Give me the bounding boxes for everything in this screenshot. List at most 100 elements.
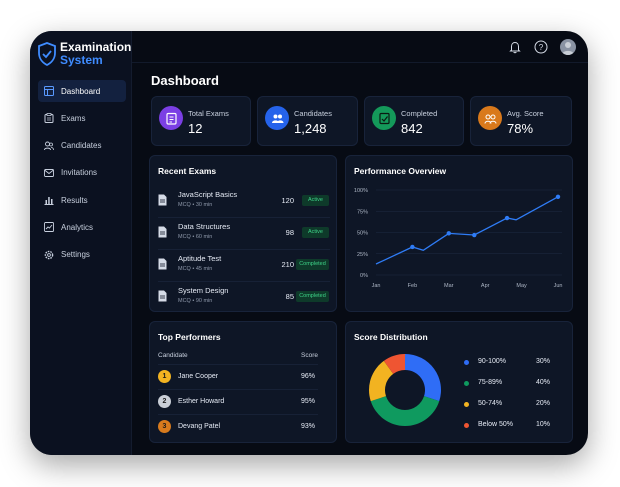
sidebar-item-exams[interactable]: Exams	[38, 107, 126, 129]
dashboard-icon	[44, 86, 54, 96]
y-tick-label: 0%	[360, 273, 368, 279]
top-performers-panel: Top Performers Candidate Score 1 Jane Co…	[149, 321, 337, 443]
sidebar-item-label: Settings	[61, 250, 90, 260]
exam-meta: MCQ • 90 min	[178, 298, 213, 304]
data-point	[555, 194, 561, 199]
stat-card-avg-score[interactable]: Avg. Score 78%	[470, 96, 572, 146]
score-distribution-panel: Score Distribution 90-100% 30% 75-89% 40…	[345, 321, 573, 443]
divider	[158, 364, 318, 365]
sidebar-nav: Dashboard Exams Candidates Invitations R…	[38, 80, 126, 271]
table-row[interactable]: 3 Devang Patel 93%	[158, 415, 318, 439]
document-icon	[158, 289, 167, 302]
panel-title: Performance Overview	[354, 166, 447, 176]
legend-value: 30%	[536, 358, 551, 365]
sidebar-item-label: Dashboard	[61, 86, 101, 96]
top-bar: ?	[132, 31, 588, 63]
users-icon	[265, 106, 289, 130]
clipboard-icon	[44, 113, 54, 124]
column-header-candidate: Candidate	[158, 352, 188, 359]
x-tick-label: Jan	[372, 283, 381, 289]
exam-meta: MCQ • 30 min	[178, 202, 213, 208]
stat-value: 12	[188, 121, 203, 136]
legend-value: 40%	[536, 379, 551, 386]
sidebar-item-invitations[interactable]: Invitations	[38, 162, 126, 184]
x-tick-label: May	[516, 283, 527, 289]
legend-value: 20%	[536, 400, 551, 407]
sidebar-item-candidates[interactable]: Candidates	[38, 135, 126, 157]
legend-dot	[464, 360, 469, 365]
legend-item: 50-74% 20%	[464, 399, 554, 411]
rank-badge: 2	[158, 395, 171, 408]
exam-meta: MCQ • 60 min	[178, 234, 213, 240]
exam-count: 210	[281, 260, 294, 269]
page-title: Dashboard	[151, 73, 219, 88]
sidebar-item-label: Results	[61, 195, 88, 205]
sidebar-item-label: Exams	[61, 113, 86, 123]
donut-slice	[370, 396, 440, 426]
status-badge: Active	[302, 227, 329, 238]
legend-label: 50-74%	[478, 400, 503, 407]
exam-name: System Design	[178, 286, 229, 295]
legend-item: Below 50% 10%	[464, 420, 554, 432]
app-logo: Examination System	[38, 41, 131, 67]
exam-count: 120	[281, 196, 294, 205]
donut-slice	[369, 360, 394, 402]
rank-badge: 3	[158, 420, 171, 433]
document-icon	[158, 193, 167, 206]
list-item[interactable]: System Design MCQ • 90 min 85 Completed	[158, 282, 330, 312]
performance-line-chart: 100% 75% 50% 25% 0% Jan Feb Mar Apr May Jun	[354, 188, 563, 289]
bell-icon[interactable]	[508, 40, 522, 54]
stat-label: Total Exams	[188, 109, 229, 118]
status-badge: Active	[302, 195, 329, 206]
recent-exams-panel: Recent Exams JavaScript Basics MCQ • 30 …	[149, 155, 337, 312]
sidebar-item-analytics[interactable]: Analytics	[38, 216, 126, 238]
divider	[158, 281, 330, 282]
app-title-line2: System	[60, 53, 103, 67]
exam-name: JavaScript Basics	[178, 190, 238, 199]
analytics-icon	[44, 222, 54, 233]
y-tick-label: 25%	[357, 252, 368, 258]
sidebar-item-dashboard[interactable]: Dashboard	[38, 80, 126, 102]
avatar[interactable]	[560, 39, 576, 55]
data-point	[410, 244, 415, 250]
exam-meta: MCQ • 45 min	[178, 266, 213, 272]
data-point	[504, 215, 510, 221]
stat-label: Completed	[401, 109, 438, 118]
shield-check-icon	[38, 42, 56, 66]
panel-title: Top Performers	[158, 332, 221, 342]
table-row[interactable]: 2 Esther Howard 95%	[158, 390, 318, 414]
donut-slice	[383, 354, 405, 374]
list-item[interactable]: JavaScript Basics MCQ • 30 min 120 Activ…	[158, 186, 330, 216]
legend-dot	[464, 423, 469, 428]
stat-card-total-exams[interactable]: Total Exams 12	[151, 96, 251, 146]
table-header: Candidate Score	[158, 352, 318, 359]
list-item[interactable]: Aptitude Test MCQ • 45 min 210 Completed	[158, 250, 330, 280]
sidebar-item-label: Candidates	[61, 141, 102, 151]
sidebar: Examination System Dashboard Exams Candi…	[30, 31, 132, 455]
mail-icon	[44, 168, 54, 178]
stat-card-candidates[interactable]: Candidates 1,248	[257, 96, 358, 146]
y-tick-label: 75%	[357, 209, 368, 215]
table-row[interactable]: 1 Jane Cooper 96%	[158, 365, 318, 389]
help-icon[interactable]: ?	[534, 40, 548, 54]
stat-value: 78%	[507, 121, 534, 136]
list-item[interactable]: Data Structures MCQ • 60 min 98 Active	[158, 218, 330, 248]
exam-name: Aptitude Test	[178, 254, 222, 263]
stat-card-completed[interactable]: Completed 842	[364, 96, 464, 146]
app-window: Examination System Dashboard Exams Candi…	[30, 31, 588, 455]
document-icon	[158, 225, 167, 238]
svg-text:?: ?	[539, 43, 544, 52]
stat-value: 1,248	[294, 121, 327, 136]
x-tick-label: Apr	[481, 283, 490, 289]
x-tick-label: Feb	[408, 283, 417, 289]
legend-label: 75-89%	[478, 379, 503, 386]
candidate-score: 96%	[301, 373, 316, 380]
exam-count: 98	[285, 228, 294, 237]
sidebar-item-results[interactable]: Results	[38, 189, 126, 211]
exam-name: Data Structures	[178, 222, 231, 231]
legend-label: Below 50%	[478, 421, 514, 428]
legend-item: 90-100% 30%	[464, 357, 554, 369]
legend-dot	[464, 381, 469, 386]
sidebar-item-settings[interactable]: Settings	[38, 244, 126, 266]
gear-icon	[44, 250, 54, 260]
